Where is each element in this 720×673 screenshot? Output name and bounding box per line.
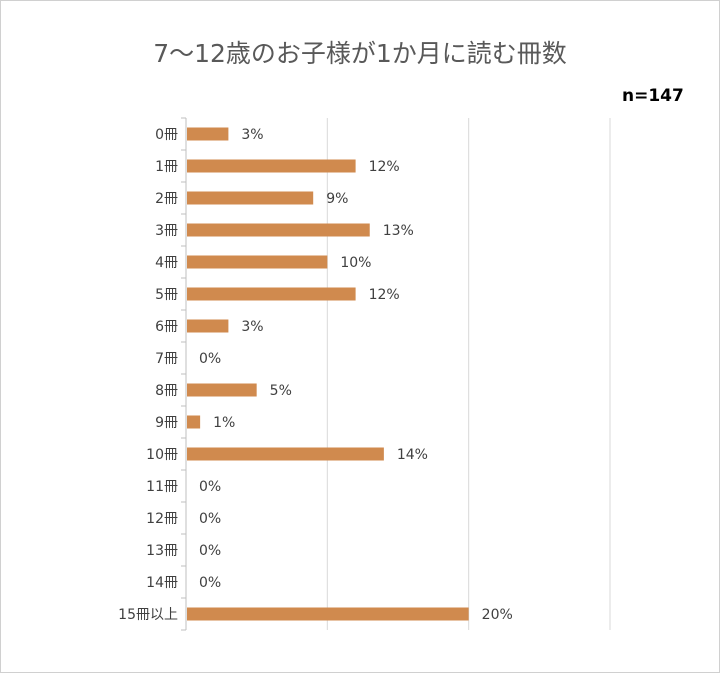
category-tick-label: 3冊 <box>155 223 178 239</box>
category-tick-label: 7冊 <box>155 351 178 367</box>
data-label: 12% <box>369 287 400 303</box>
category-tick-label: 5冊 <box>155 287 178 303</box>
data-label: 9% <box>326 191 348 207</box>
bar <box>187 415 201 429</box>
data-label: 10% <box>340 255 371 271</box>
category-tick-label: 15冊以上 <box>118 607 178 623</box>
data-label: 14% <box>397 447 428 463</box>
category-tick-label: 10冊 <box>146 447 178 463</box>
category-tick-label: 12冊 <box>146 511 178 527</box>
data-label: 0% <box>199 575 221 591</box>
gridlines <box>181 117 611 631</box>
bar <box>187 223 370 237</box>
data-label: 1% <box>213 415 235 431</box>
data-label: 3% <box>241 319 263 335</box>
data-label: 0% <box>199 479 221 495</box>
bar <box>187 319 229 333</box>
category-tick-label: 4冊 <box>155 255 178 271</box>
bar <box>187 607 469 621</box>
data-label: 13% <box>383 223 414 239</box>
category-tick-label: 11冊 <box>146 479 178 495</box>
category-tick-label: 1冊 <box>155 159 178 175</box>
bar <box>187 383 257 397</box>
data-label: 3% <box>241 127 263 143</box>
bar <box>187 127 229 141</box>
bar <box>187 255 328 269</box>
chart-title: 7〜12歳のお子様が1か月に読む冊数 <box>153 39 567 68</box>
bars <box>187 127 469 621</box>
category-tick-label: 0冊 <box>155 127 178 143</box>
category-tick-label: 13冊 <box>146 543 178 559</box>
bar <box>187 159 356 173</box>
labels: 0冊 3% 1冊 12% 2冊 9% 3冊 13% 4冊 10% 5冊 12% 6冊 3% 7冊 0% 8冊 5%… <box>118 127 513 623</box>
category-tick-label: 2冊 <box>155 191 178 207</box>
category-tick-label: 6冊 <box>155 319 178 335</box>
category-tick-label: 14冊 <box>146 575 178 591</box>
category-tick-label: 8冊 <box>155 383 178 399</box>
data-label: 5% <box>270 383 292 399</box>
data-label: 0% <box>199 543 221 559</box>
bar <box>187 447 384 461</box>
data-label: 0% <box>199 351 221 367</box>
data-label: 12% <box>369 159 400 175</box>
data-label: 0% <box>199 511 221 527</box>
bar <box>187 287 356 301</box>
category-tick-label: 9冊 <box>155 415 178 431</box>
sample-size-label: n=147 <box>622 86 684 106</box>
bar <box>187 191 314 205</box>
data-label: 20% <box>482 607 513 623</box>
